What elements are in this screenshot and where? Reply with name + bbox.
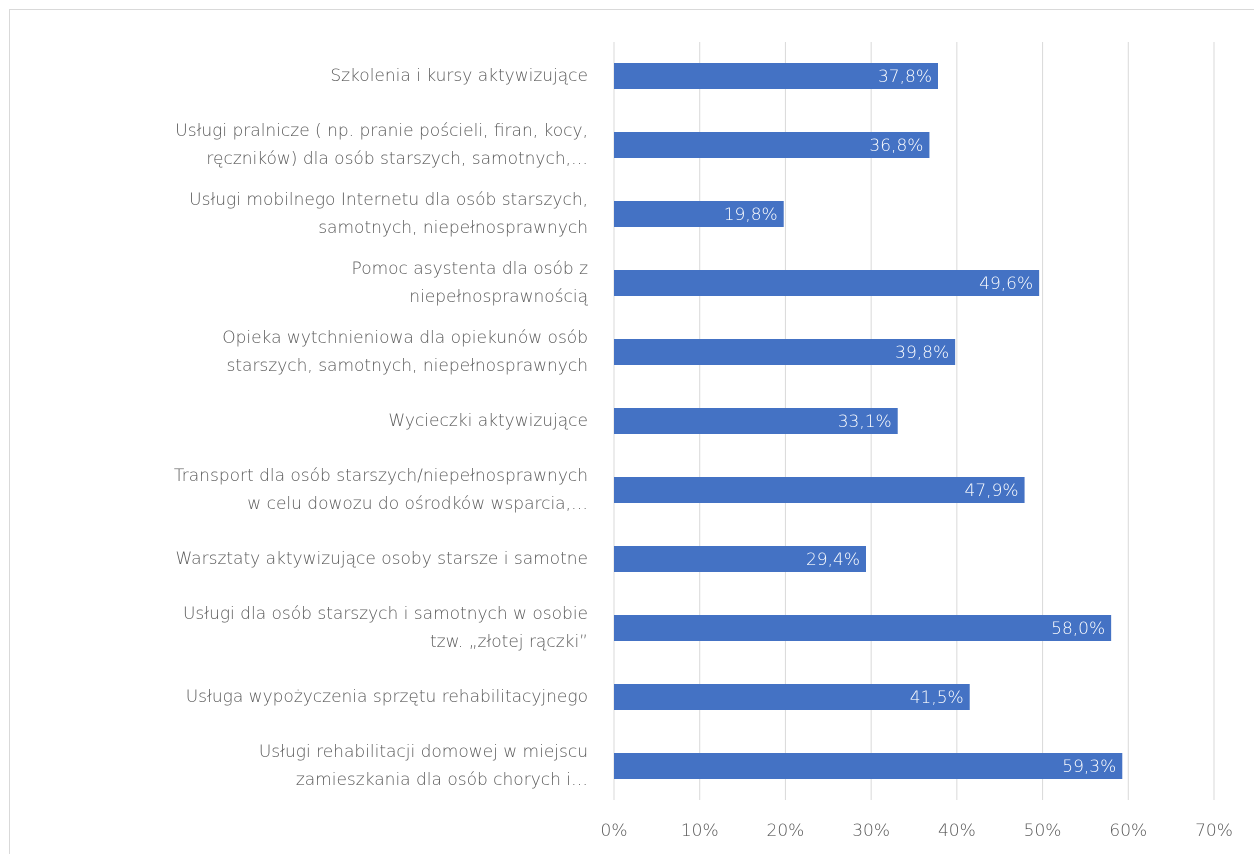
y-tick-label: Pomoc asystenta dla osób z <box>352 259 589 279</box>
y-tick-label: Usługi pralnicze ( np. pranie pościeli, … <box>175 121 588 141</box>
y-tick-label: Usługi mobilnego Internetu dla osób star… <box>189 190 588 210</box>
bar <box>614 132 930 158</box>
data-label: 58,0% <box>1051 619 1105 639</box>
bar <box>614 615 1112 641</box>
data-label: 36,8% <box>869 136 923 156</box>
bar <box>614 546 866 572</box>
data-label: 33,1% <box>838 412 892 432</box>
y-tick-label: samotnych, niepełnosprawnych <box>318 218 588 238</box>
bar <box>614 684 970 710</box>
bar <box>614 753 1123 779</box>
y-tick-label: ręczników) dla osób starszych, samotnych… <box>206 149 588 169</box>
x-tick-label: 70% <box>1195 821 1233 841</box>
chart-border <box>9 9 1254 854</box>
bar <box>614 270 1040 296</box>
y-tick-label: Opieka wytchnieniowa dla opiekunów osób <box>222 328 588 348</box>
y-tick-label: starszych, samotnych, niepełnosprawnych <box>227 356 589 376</box>
bar <box>614 477 1025 503</box>
x-tick-label: 40% <box>938 821 976 841</box>
data-label: 59,3% <box>1062 757 1116 777</box>
x-tick-label: 10% <box>681 821 719 841</box>
data-label: 29,4% <box>806 550 860 570</box>
data-label: 39,8% <box>895 343 949 363</box>
y-tick-label: Warsztaty aktywizujące osoby starsze i s… <box>175 549 588 569</box>
x-tick-label: 0% <box>601 821 628 841</box>
x-tick-label: 30% <box>852 821 890 841</box>
y-tick-label: Usługi rehabilitacji domowej w miejscu <box>259 742 588 762</box>
x-tick-label: 60% <box>1109 821 1147 841</box>
data-label: 37,8% <box>878 67 932 87</box>
bar <box>614 201 784 227</box>
y-tick-label: Usługi dla osób starszych i samotnych w … <box>183 604 588 624</box>
y-tick-label: Wycieczki aktywizujące <box>388 411 588 431</box>
data-label: 41,5% <box>910 688 964 708</box>
y-tick-label: niepełnosprawnością <box>409 287 588 307</box>
y-tick-label: tzw. „złotej rączki” <box>430 632 588 652</box>
data-label: 19,8% <box>724 205 778 225</box>
x-tick-label: 20% <box>767 821 805 841</box>
bar <box>614 63 938 89</box>
bar <box>614 408 898 434</box>
y-tick-label: w celu dowozu do ośrodków wsparcia,… <box>247 494 588 514</box>
bar <box>614 339 956 365</box>
y-tick-label: Szkolenia i kursy aktywizujące <box>330 66 588 86</box>
data-label: 47,9% <box>965 481 1019 501</box>
data-label: 49,6% <box>979 274 1033 294</box>
y-tick-label: Usługa wypożyczenia sprzętu rehabilitacy… <box>186 687 588 707</box>
y-tick-label: Transport dla osób starszych/niepełnospr… <box>174 466 588 486</box>
y-tick-label: zamieszkania dla osób chorych i… <box>296 770 588 790</box>
x-tick-label: 50% <box>1024 821 1062 841</box>
